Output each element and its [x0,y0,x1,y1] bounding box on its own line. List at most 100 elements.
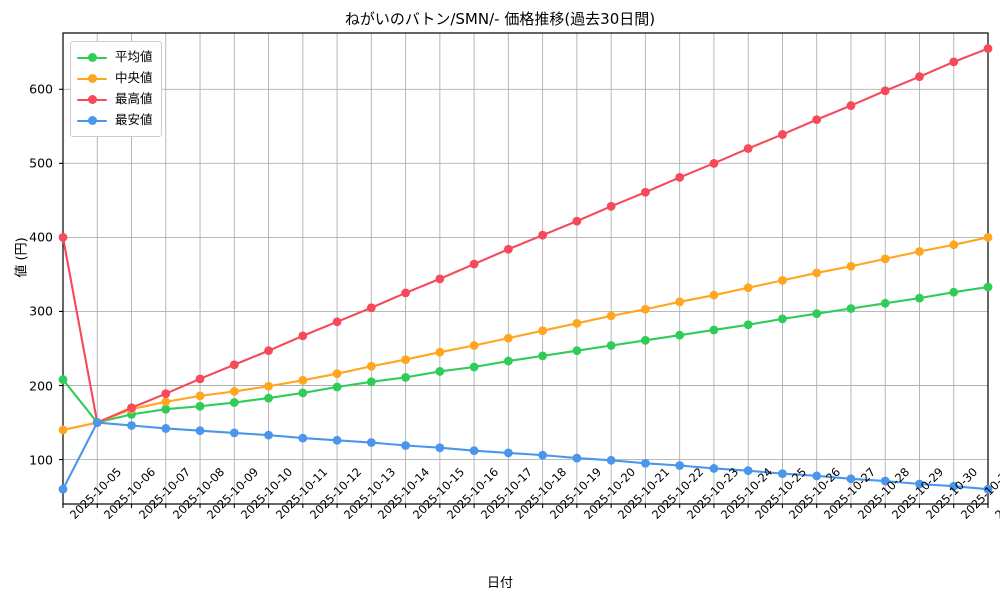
data-point [538,351,548,361]
data-point [812,268,822,278]
legend-label-max: 最高値 [115,91,153,107]
data-point [503,356,513,366]
data-point [435,274,445,284]
data-point [298,388,308,398]
data-point [401,441,410,450]
data-point [58,233,68,242]
data-point [743,283,753,293]
data-point [469,341,479,350]
data-point [92,418,102,427]
data-point [949,481,959,491]
data-point [58,484,68,494]
data-point [572,453,582,463]
data-point [58,375,68,384]
data-point [915,247,924,256]
legend-marker-median [87,74,97,83]
x-axis-label: 日付 [486,576,513,591]
data-point [641,187,650,197]
legend-item-max: 最高値 [77,89,153,110]
data-point [709,464,719,473]
data-point [503,448,513,458]
axis-ticks [59,88,989,508]
legend-item-median: 中央値 [77,68,153,89]
data-series-group [58,44,993,494]
data-point [572,216,582,226]
data-point [469,362,479,372]
data-point [641,458,650,468]
data-point [332,317,342,327]
data-point [264,430,273,440]
data-point [709,158,719,168]
data-point [846,474,856,484]
y-tick-label: 600 [29,81,53,97]
data-point [58,425,68,435]
data-point [675,173,685,182]
data-point [161,404,171,414]
data-point [229,428,239,438]
y-tick-label: 200 [29,378,53,393]
data-point [949,287,959,297]
data-point [264,393,273,403]
data-point [264,346,273,356]
data-point [641,304,650,314]
data-point [915,479,924,489]
chart-legend: 平均値 中央値 最高値 最安値 [70,41,162,137]
data-point [401,372,410,382]
data-point [572,318,582,328]
data-point [846,101,856,110]
data-point [229,360,239,370]
data-point [743,144,753,153]
data-point [983,484,993,494]
data-point [435,347,445,357]
data-point [195,391,205,401]
y-tick-label: 400 [29,229,53,245]
data-point [778,314,787,324]
legend-marker-max [87,95,97,104]
data-point [161,397,171,407]
data-point [641,335,650,345]
data-point [778,469,787,479]
data-point [606,201,616,211]
y-tick-label: 100 [29,452,53,468]
legend-marker-min [87,116,97,125]
data-point [983,44,993,53]
data-point [401,288,410,298]
y-tick-label: 500 [29,155,53,171]
data-point [332,382,342,392]
data-point [812,471,822,481]
data-point [743,466,753,476]
series-line [61,47,990,424]
data-point [606,341,616,350]
data-point [572,346,582,356]
data-point [366,361,376,371]
data-point [366,438,376,447]
data-point [915,72,924,82]
data-point [366,303,376,313]
data-point [366,377,376,387]
data-point [778,130,787,139]
data-point [332,435,342,445]
data-point [298,375,308,385]
data-point [435,367,445,376]
legend-marker-mean [87,53,97,62]
data-point [127,403,136,413]
data-point [195,426,205,436]
data-point [127,421,136,430]
legend-swatch-median-icon [77,73,107,85]
data-point [709,290,719,300]
data-point [675,330,685,340]
data-point [161,424,171,433]
data-point [332,369,342,379]
data-point [949,57,959,67]
data-point [195,374,205,384]
data-point [880,254,890,264]
legend-swatch-mean-icon [77,52,107,64]
data-point [915,293,924,303]
plot-frame [62,32,989,505]
data-point [880,476,890,486]
data-point [469,446,479,456]
data-point [503,244,513,254]
data-point [983,282,993,292]
